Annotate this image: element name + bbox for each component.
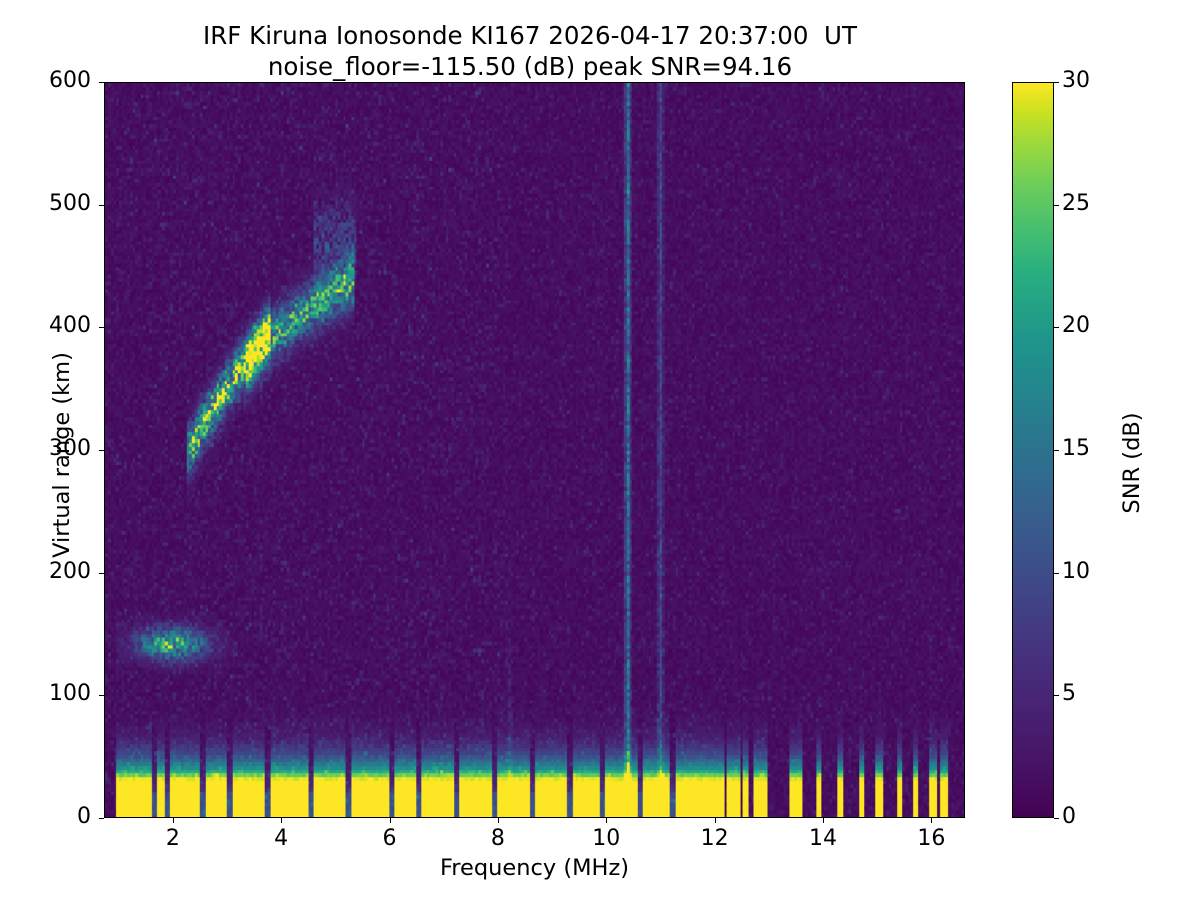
colorbar-tick [1054, 327, 1059, 329]
figure-title: IRF Kiruna Ionosonde KI167 2026-04-17 20… [0, 20, 1060, 83]
colorbar-tick [1054, 82, 1059, 84]
y-tick [99, 327, 104, 329]
x-tick [823, 818, 825, 823]
y-tick-label: 0 [77, 804, 91, 829]
y-axis-label: Virtual range (km) [49, 352, 75, 558]
y-tick-label: 300 [49, 436, 91, 461]
x-tick [714, 818, 716, 823]
x-tick-label: 4 [274, 826, 289, 851]
colorbar-tick-label: 30 [1062, 68, 1090, 93]
ionogram-plot-area [104, 82, 965, 818]
x-tick-label: 8 [490, 826, 505, 851]
y-tick [99, 818, 104, 820]
colorbar-tick-label: 15 [1062, 436, 1090, 461]
colorbar-tick [1054, 572, 1059, 574]
y-tick-label: 100 [49, 681, 91, 707]
title-line-secondary: noise_floor=-115.50 (dB) peak SNR=94.16 [267, 52, 793, 82]
title-line-primary: IRF Kiruna Ionosonde KI167 2026-04-17 20… [203, 21, 857, 50]
colorbar-tick [1054, 818, 1059, 820]
x-tick-label: 10 [592, 826, 621, 851]
colorbar-tick-label: 5 [1062, 681, 1076, 707]
y-tick-label: 400 [49, 313, 91, 339]
y-tick [99, 695, 104, 697]
y-tick-label: 500 [49, 190, 91, 216]
y-tick-label: 200 [49, 558, 91, 584]
colorbar-tick-label: 0 [1062, 804, 1076, 829]
x-tick [281, 818, 283, 823]
x-tick [389, 818, 391, 823]
y-tick [99, 82, 104, 84]
colorbar-tick [1054, 450, 1059, 452]
x-tick-label: 2 [165, 826, 180, 851]
x-tick [172, 818, 174, 823]
y-tick [99, 204, 104, 206]
x-tick-label: 12 [700, 826, 729, 851]
y-tick [99, 450, 104, 452]
x-tick-label: 16 [917, 826, 946, 851]
colorbar-tick-label: 20 [1062, 313, 1090, 339]
colorbar-tick-label: 10 [1062, 558, 1090, 584]
snr-colorbar [1012, 82, 1054, 818]
x-tick-label: 14 [809, 826, 838, 851]
x-tick [931, 818, 933, 823]
x-axis-label: Frequency (MHz) [439, 855, 630, 881]
x-tick-label: 6 [382, 826, 397, 851]
ionogram-heatmap [105, 83, 964, 817]
x-tick [606, 818, 608, 823]
y-tick-label: 600 [49, 68, 91, 93]
colorbar-label: SNR (dB) [1119, 412, 1145, 514]
colorbar-tick-label: 25 [1062, 190, 1090, 216]
colorbar-tick [1054, 695, 1059, 697]
y-tick [99, 572, 104, 574]
x-tick [497, 818, 500, 823]
colorbar-tick [1054, 204, 1059, 206]
